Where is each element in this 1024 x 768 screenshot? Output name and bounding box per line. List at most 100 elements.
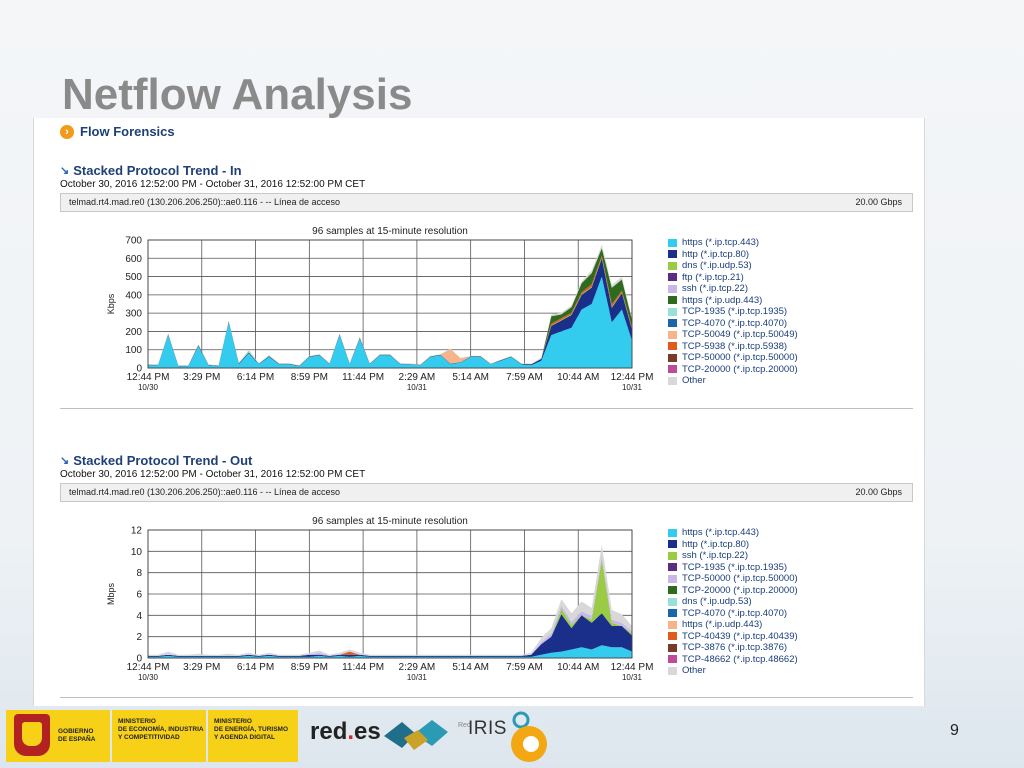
legend-item: https (*.ip.tcp.443) <box>668 237 798 249</box>
legend-swatch <box>668 666 677 675</box>
legend-label: TCP-50049 (*.ip.tcp.50049) <box>682 329 798 341</box>
legend-item: TCP-3876 (*.ip.tcp.3876) <box>668 642 798 654</box>
legend-in: https (*.ip.tcp.443) http (*.ip.tcp.80) dn… <box>668 237 798 387</box>
x-tick-label: 6:14 PM <box>237 662 274 673</box>
y-tick-label: 4 <box>136 611 142 622</box>
legend-swatch <box>668 655 677 664</box>
interface-bar-in[interactable]: telmad.rt4.mad.re0 (130.206.206.250)::ae… <box>60 193 913 212</box>
legend-label: ssh (*.ip.tcp.22) <box>682 550 748 562</box>
legend-swatch <box>668 574 677 583</box>
legend-label: https (*.ip.tcp.443) <box>682 527 760 539</box>
legend-item: TCP-1935 (*.ip.tcp.1935) <box>668 306 798 318</box>
redes-logo-dot: . <box>347 718 355 745</box>
legend-item: TCP-4070 (*.ip.tcp.4070) <box>668 318 798 330</box>
separator <box>60 408 913 409</box>
legend-item: TCP-50000 (*.ip.tcp.50000) <box>668 573 798 585</box>
y-tick-label: 6 <box>136 590 142 601</box>
x-tick-label: 12:44 PM <box>611 662 654 673</box>
chart-title: 96 samples at 15-minute resolution <box>312 226 468 237</box>
legend-swatch <box>668 563 677 572</box>
x-tick-label: 7:59 AM <box>506 662 543 673</box>
legend-swatch <box>668 528 677 537</box>
y-tick-label: 300 <box>125 309 142 320</box>
x-tick-label: 5:14 AM <box>452 662 489 673</box>
gov-text: GOBIERNO DE ESPAÑA <box>58 728 96 743</box>
x-date-label: 10/31 <box>622 383 643 392</box>
x-tick-label: 12:44 PM <box>611 372 654 383</box>
legend-swatch <box>668 319 677 328</box>
legend-item: http (*.ip.tcp.80) <box>668 539 798 551</box>
legend-label: dns (*.ip.udp.53) <box>682 596 752 608</box>
legend-swatch <box>668 296 677 305</box>
series-area-http <box>148 613 632 657</box>
legend-item: TCP-40439 (*.ip.tcp.40439) <box>668 631 798 643</box>
y-tick-label: 10 <box>131 547 143 558</box>
chart-title: 96 samples at 15-minute resolution <box>312 516 468 527</box>
legend-item: https (*.ip.udp.443) <box>668 295 798 307</box>
legend-label: Other <box>682 375 706 387</box>
legend-swatch <box>668 609 677 618</box>
x-date-label: 10/31 <box>622 673 643 682</box>
x-tick-label: 2:29 AM <box>399 662 436 673</box>
legend-label: TCP-1935 (*.ip.tcp.1935) <box>682 306 788 318</box>
legend-out: https (*.ip.tcp.443) http (*.ip.tcp.80) ss… <box>668 527 798 677</box>
legend-label: TCP-40439 (*.ip.tcp.40439) <box>682 630 798 642</box>
interface-bar-out[interactable]: telmad.rt4.mad.re0 (130.206.206.250)::ae… <box>60 483 913 502</box>
flow-forensics-header[interactable]: › Flow Forensics <box>60 124 175 139</box>
legend-label: TCP-5938 (*.ip.tcp.5938) <box>682 340 788 352</box>
x-tick-label: 11:44 PM <box>342 662 384 673</box>
rediris-logo: IRIS <box>468 718 507 739</box>
interface-speed-in: 20.00 Gbps <box>855 197 902 207</box>
legend-swatch <box>668 620 677 629</box>
legend-label: http (*.ip.tcp.80) <box>682 248 750 260</box>
redes-logo-part: red <box>310 718 348 745</box>
legend-swatch <box>668 330 677 339</box>
legend-item: https (*.ip.udp.443) <box>668 619 798 631</box>
legend-item: Other <box>668 375 798 387</box>
redes-logo-part: es <box>354 718 381 745</box>
legend-swatch <box>668 342 677 351</box>
legend-item: TCP-50049 (*.ip.tcp.50049) <box>668 329 798 341</box>
section-title-in[interactable]: ↘ Stacked Protocol Trend - In <box>60 163 242 178</box>
slide-title: Netflow Analysis <box>62 70 413 119</box>
interface-name-in: telmad.rt4.mad.re0 (130.206.206.250)::ae… <box>69 197 341 207</box>
y-tick-label: 0 <box>136 364 142 375</box>
legend-swatch <box>668 238 677 247</box>
interface-name-out: telmad.rt4.mad.re0 (130.206.206.250)::ae… <box>69 487 341 497</box>
y-tick-label: 8 <box>136 568 142 579</box>
legend-item: TCP-20000 (*.ip.tcp.20000) <box>668 364 798 376</box>
legend-item: TCP-4070 (*.ip.tcp.4070) <box>668 608 798 620</box>
x-tick-label: 3:29 PM <box>183 662 220 673</box>
x-date-label: 10/30 <box>138 673 159 682</box>
series-area-https <box>148 276 632 368</box>
y-tick-label: 12 <box>131 526 143 537</box>
redes-logo: red.es <box>310 718 381 746</box>
ict-logo-icon <box>511 711 547 762</box>
x-tick-label: 2:29 AM <box>399 372 436 383</box>
legend-item: https (*.ip.tcp.443) <box>668 527 798 539</box>
page-number: 9 <box>950 722 959 739</box>
section-title-out-label: Stacked Protocol Trend - Out <box>73 453 253 468</box>
legend-label: https (*.ip.udp.443) <box>682 619 763 631</box>
legend-swatch <box>668 307 677 316</box>
plot-frame <box>147 529 633 659</box>
x-date-label: 10/31 <box>407 673 428 682</box>
legend-label: TCP-1935 (*.ip.tcp.1935) <box>682 561 788 573</box>
x-tick-label: 7:59 AM <box>506 372 543 383</box>
x-tick-label: 12:44 PM <box>127 372 170 383</box>
date-range-out: October 30, 2016 12:52:00 PM - October 3… <box>60 469 366 480</box>
legend-swatch <box>668 250 677 259</box>
legend-label: TCP-4070 (*.ip.tcp.4070) <box>682 317 788 329</box>
legend-item: ftp (*.ip.tcp.21) <box>668 272 798 284</box>
redes-symbol-icon <box>384 720 448 750</box>
legend-swatch <box>668 632 677 641</box>
y-tick-label: 2 <box>136 632 142 643</box>
section-title-in-label: Stacked Protocol Trend - In <box>73 163 242 178</box>
legend-label: http (*.ip.tcp.80) <box>682 538 750 550</box>
x-tick-label: 3:29 PM <box>183 372 220 383</box>
stacked-trend-out-chart: 96 samples at 15-minute resolution 0 2 4 6 8 1… <box>106 516 654 682</box>
legend-label: TCP-50000 (*.ip.tcp.50000) <box>682 352 798 364</box>
legend-label: ssh (*.ip.tcp.22) <box>682 283 748 295</box>
y-axis-label: Kbps <box>106 293 116 314</box>
section-title-out[interactable]: ↘ Stacked Protocol Trend - Out <box>60 453 252 468</box>
